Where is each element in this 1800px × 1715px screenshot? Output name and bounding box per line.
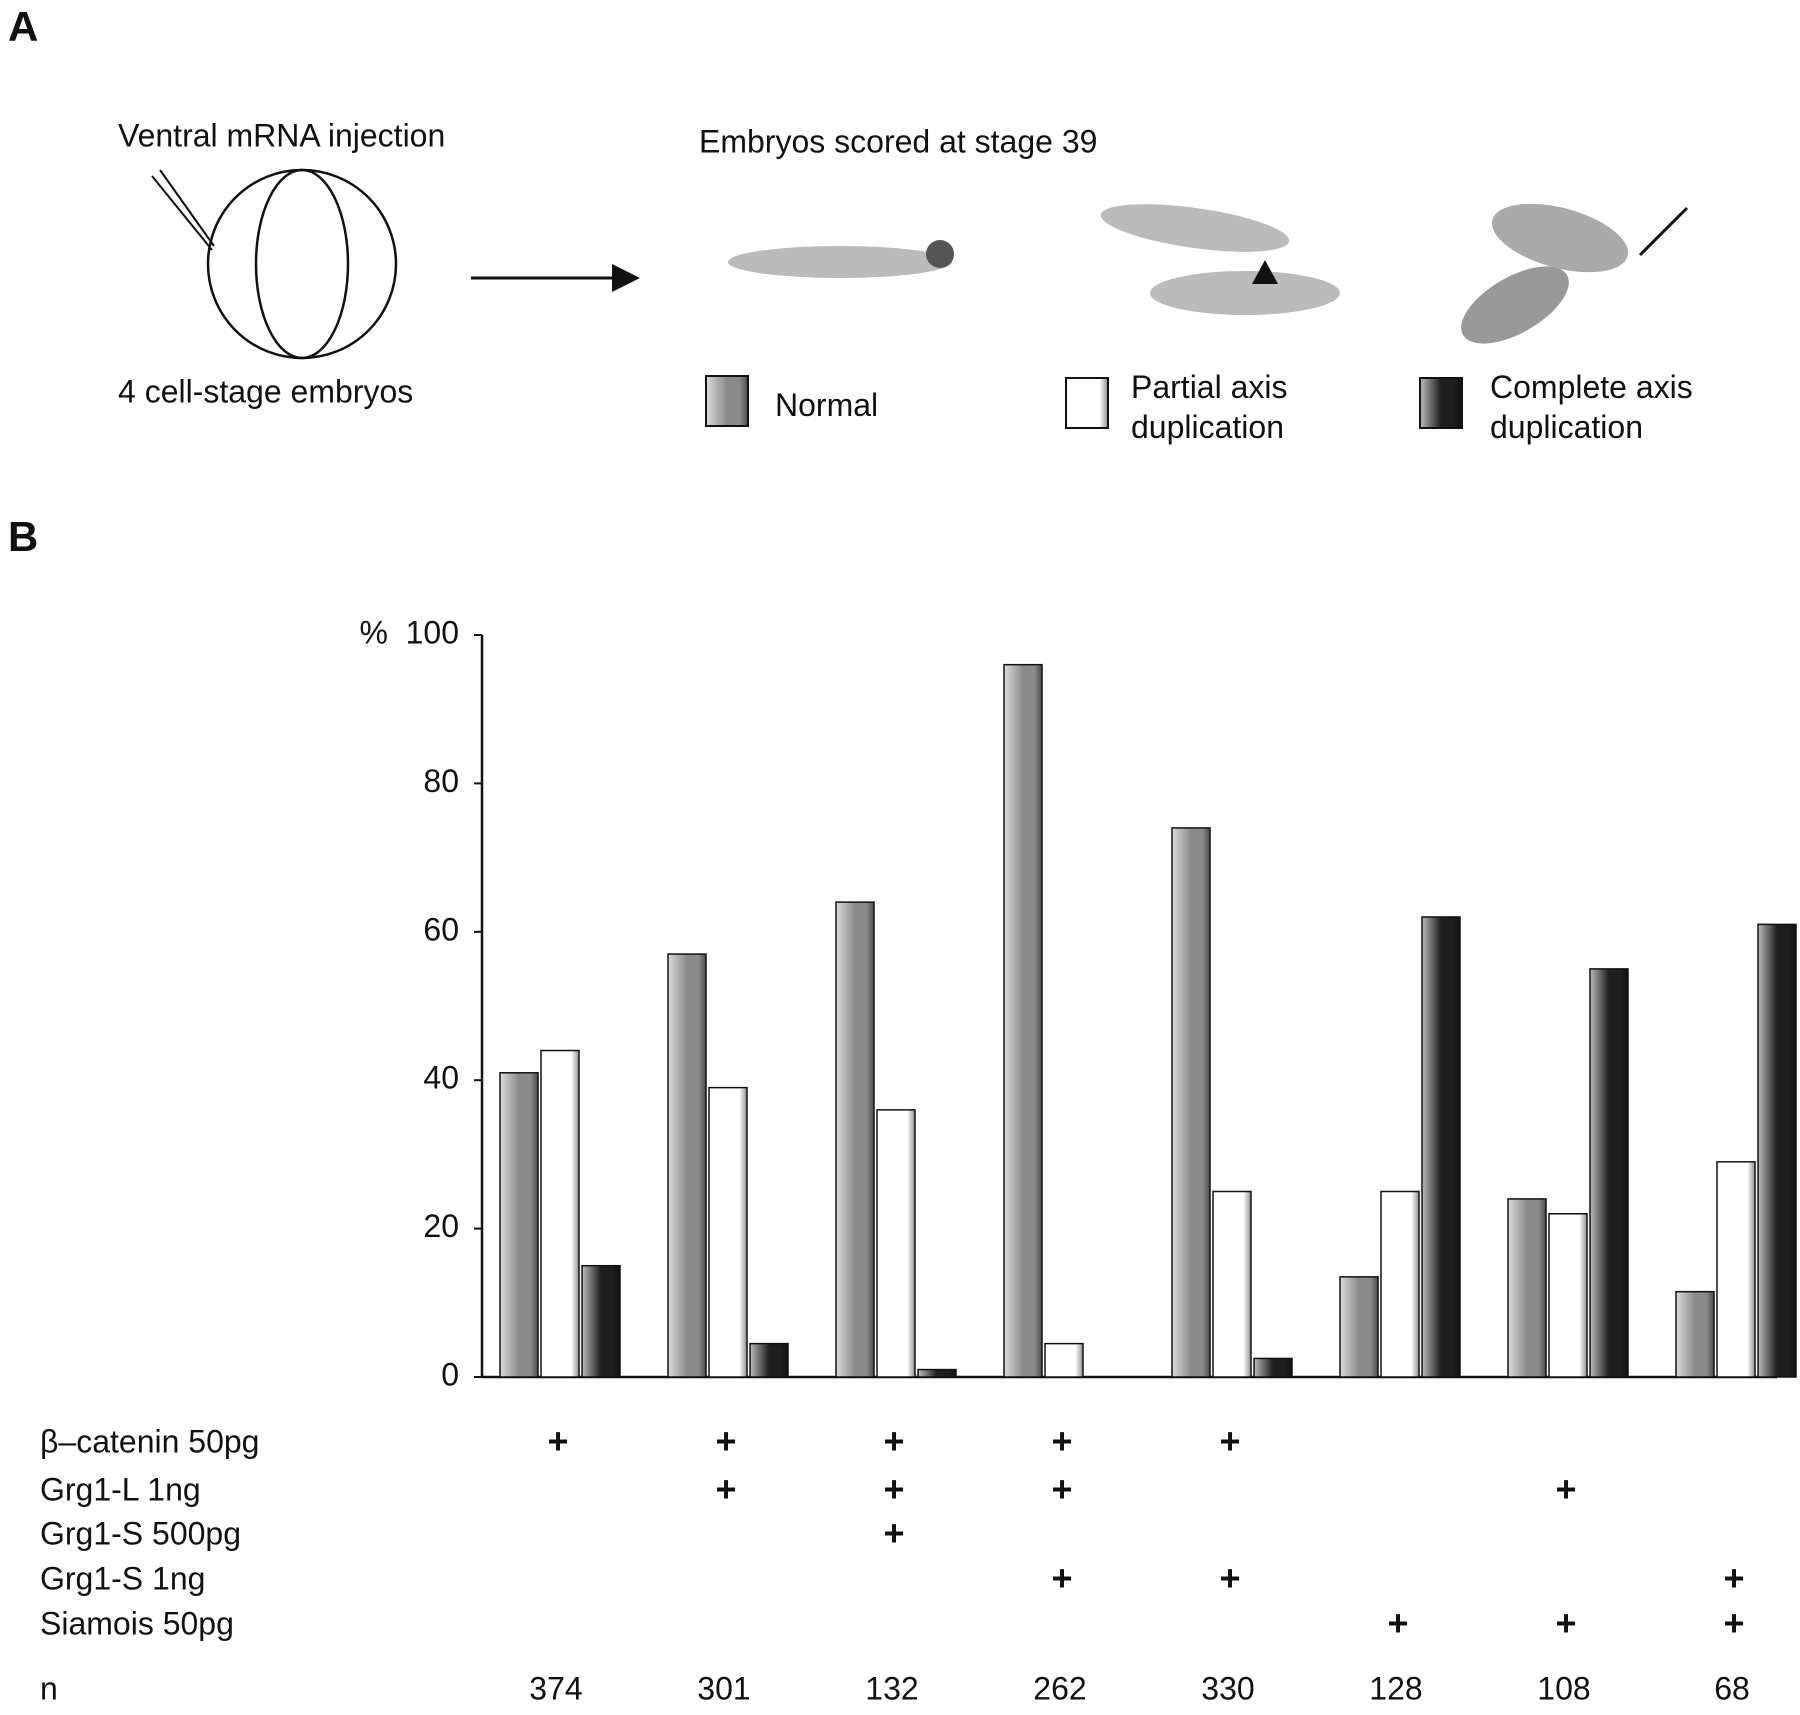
- bar: [1675, 1290, 1715, 1378]
- treatment-mark: +: [1723, 1603, 1744, 1644]
- treatment-label: Grg1-L 1ng: [40, 1471, 201, 1507]
- treatment-mark: +: [1219, 1558, 1240, 1599]
- bar: [1757, 923, 1797, 1378]
- legend-label: Complete axis duplication: [1490, 369, 1693, 445]
- bar: [581, 1264, 621, 1378]
- treatment-mark: +: [1051, 1421, 1072, 1462]
- bar: [835, 901, 875, 1378]
- treatment-label: Grg1-S 500pg: [40, 1515, 241, 1551]
- embryo-partial: [1100, 204, 1290, 252]
- bar: [1044, 1342, 1084, 1378]
- bar: [749, 1342, 789, 1378]
- bar: [1003, 663, 1043, 1378]
- treatment-mark: +: [1387, 1603, 1408, 1644]
- treatment-mark: +: [1051, 1558, 1072, 1599]
- bar: [1589, 968, 1629, 1378]
- pipette: [159, 169, 215, 247]
- bar: [1339, 1276, 1379, 1378]
- n-label: n: [40, 1670, 58, 1706]
- treatment-mark: +: [1723, 1558, 1744, 1599]
- y-tick-label: 0: [441, 1356, 459, 1392]
- bar: [1507, 1198, 1547, 1378]
- treatment-mark: +: [883, 1469, 904, 1510]
- treatment-mark: +: [715, 1421, 736, 1462]
- bar: [1171, 827, 1211, 1378]
- legend-swatch: [705, 375, 749, 427]
- legend-swatch: [1065, 377, 1109, 429]
- embryo-normal: [728, 246, 952, 278]
- treatment-label: β–catenin 50pg: [40, 1423, 259, 1459]
- treatment-mark: +: [883, 1421, 904, 1462]
- y-tick-label: 80: [423, 763, 459, 799]
- y-tick-label: 60: [423, 911, 459, 947]
- y-tick-label: 20: [423, 1208, 459, 1244]
- legend-label: Normal: [775, 387, 879, 423]
- n-value: 330: [1201, 1670, 1254, 1706]
- legend-swatch: [1419, 377, 1463, 429]
- pipette: [151, 175, 213, 251]
- embryo-head: [926, 240, 954, 268]
- bar: [499, 1072, 539, 1378]
- treatment-mark: +: [1555, 1469, 1576, 1510]
- n-value: 128: [1369, 1670, 1422, 1706]
- bar: [1548, 1213, 1588, 1378]
- stage-label: 4 cell-stage embryos: [118, 373, 413, 409]
- y-tick-label: 40: [423, 1060, 459, 1096]
- treatment-label: Siamois 50pg: [40, 1605, 234, 1641]
- bar: [540, 1049, 580, 1378]
- bar: [1716, 1161, 1756, 1378]
- n-value: 301: [697, 1670, 750, 1706]
- panel-label: B: [8, 513, 38, 560]
- n-value: 132: [865, 1670, 918, 1706]
- treatment-mark: +: [715, 1469, 736, 1510]
- arrowhead-marker: [1252, 260, 1278, 284]
- embryo-diagram: [206, 168, 398, 360]
- embryo-partial: [1150, 271, 1340, 315]
- embryo-complete: [1461, 266, 1569, 344]
- treatment-mark: +: [1219, 1421, 1240, 1462]
- panel-label: A: [8, 3, 38, 50]
- embryo-complete: [1491, 203, 1629, 273]
- treatment-mark: +: [1555, 1603, 1576, 1644]
- arrow-marker: [1638, 206, 1689, 257]
- n-value: 68: [1714, 1670, 1750, 1706]
- treatment-label: Grg1-S 1ng: [40, 1560, 205, 1596]
- bar: [1421, 916, 1461, 1378]
- n-value: 374: [529, 1670, 582, 1706]
- treatment-mark: +: [883, 1513, 904, 1554]
- treatment-mark: +: [1051, 1469, 1072, 1510]
- injection-label: Ventral mRNA injection: [118, 117, 445, 153]
- bar: [708, 1086, 748, 1378]
- arrow-head: [612, 264, 640, 292]
- n-value: 262: [1033, 1670, 1086, 1706]
- bar: [667, 953, 707, 1378]
- n-value: 108: [1537, 1670, 1590, 1706]
- bar: [1253, 1357, 1293, 1378]
- bar: [917, 1368, 957, 1378]
- scored-label: Embryos scored at stage 39: [699, 123, 1097, 159]
- cleavage-line: [254, 168, 350, 360]
- bar: [1380, 1190, 1420, 1378]
- bar: [1212, 1190, 1252, 1378]
- bar: [876, 1109, 916, 1378]
- y-tick-label: 100: [406, 614, 459, 650]
- treatment-mark: +: [547, 1421, 568, 1462]
- legend-label: Partial axis duplication: [1131, 369, 1288, 445]
- y-axis-label: %: [360, 614, 388, 650]
